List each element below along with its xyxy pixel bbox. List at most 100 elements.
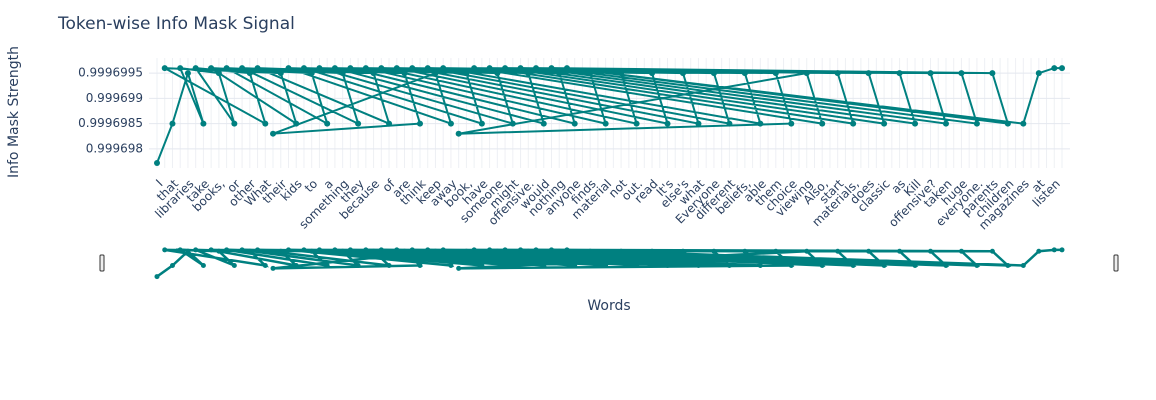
point: [371, 248, 377, 254]
point: [525, 70, 532, 77]
point: [355, 262, 361, 268]
point: [711, 248, 717, 254]
point: [293, 262, 299, 268]
point: [239, 65, 246, 72]
point: [471, 247, 477, 253]
point: [162, 247, 168, 253]
point: [973, 120, 980, 127]
point: [548, 247, 554, 253]
point: [571, 120, 578, 127]
point: [587, 70, 594, 77]
point: [772, 70, 779, 77]
point: [402, 248, 408, 254]
point: [355, 120, 362, 127]
point: [262, 262, 268, 268]
point: [340, 248, 346, 254]
point: [804, 248, 810, 254]
point: [572, 262, 578, 268]
point: [556, 248, 562, 254]
point: [316, 65, 323, 72]
point: [386, 120, 393, 127]
point: [494, 248, 500, 254]
point: [494, 70, 501, 77]
point: [324, 262, 330, 268]
x-tick-label: to: [302, 177, 320, 195]
point: [169, 262, 175, 268]
point: [440, 65, 447, 72]
point: [1020, 120, 1027, 127]
point: [803, 70, 810, 77]
point: [394, 247, 400, 253]
point: [587, 248, 593, 254]
point: [1035, 70, 1042, 77]
range-slider-handle[interactable]: [1113, 254, 1119, 272]
point: [533, 65, 540, 72]
point: [502, 65, 509, 72]
point: [912, 262, 918, 268]
point: [254, 65, 261, 72]
point: [881, 120, 888, 127]
point: [239, 247, 245, 253]
point: [695, 262, 701, 268]
point: [200, 120, 207, 127]
point: [425, 247, 431, 253]
point: [710, 70, 717, 77]
point: [664, 120, 671, 127]
point: [308, 70, 315, 77]
point: [432, 70, 439, 77]
point: [316, 247, 322, 253]
point: [478, 120, 485, 127]
point: [455, 130, 462, 137]
point: [665, 262, 671, 268]
range-slider-handle[interactable]: [99, 254, 105, 272]
point: [471, 65, 478, 72]
point: [866, 248, 872, 254]
point: [618, 70, 625, 77]
point: [215, 70, 222, 77]
point: [541, 262, 547, 268]
point: [463, 248, 469, 254]
point: [958, 70, 965, 77]
point: [679, 70, 686, 77]
point: [362, 65, 369, 72]
point: [432, 248, 438, 254]
point: [928, 248, 934, 254]
point: [416, 120, 423, 127]
point: [726, 262, 732, 268]
point: [518, 247, 524, 253]
point: [819, 262, 825, 268]
point: [618, 248, 624, 254]
point: [262, 120, 269, 127]
point: [487, 247, 493, 253]
point: [834, 70, 841, 77]
point: [741, 70, 748, 77]
point: [184, 70, 191, 77]
point: [881, 262, 887, 268]
point: [865, 70, 872, 77]
point: [224, 247, 230, 253]
point: [331, 65, 338, 72]
point: [989, 248, 995, 254]
point: [231, 120, 238, 127]
point: [300, 65, 307, 72]
point: [223, 65, 230, 72]
point: [486, 65, 493, 72]
point: [510, 262, 516, 268]
point: [602, 120, 609, 127]
point: [1005, 262, 1011, 268]
point: [479, 262, 485, 268]
point: [386, 262, 392, 268]
point: [192, 65, 199, 72]
point: [208, 247, 214, 253]
point: [424, 65, 431, 72]
point: [193, 247, 199, 253]
point: [927, 70, 934, 77]
point: [393, 65, 400, 72]
point: [564, 247, 570, 253]
point: [169, 120, 176, 127]
point: [332, 247, 338, 253]
point: [231, 262, 237, 268]
point: [942, 120, 949, 127]
y-tick-label: 0.9996995: [78, 66, 143, 80]
